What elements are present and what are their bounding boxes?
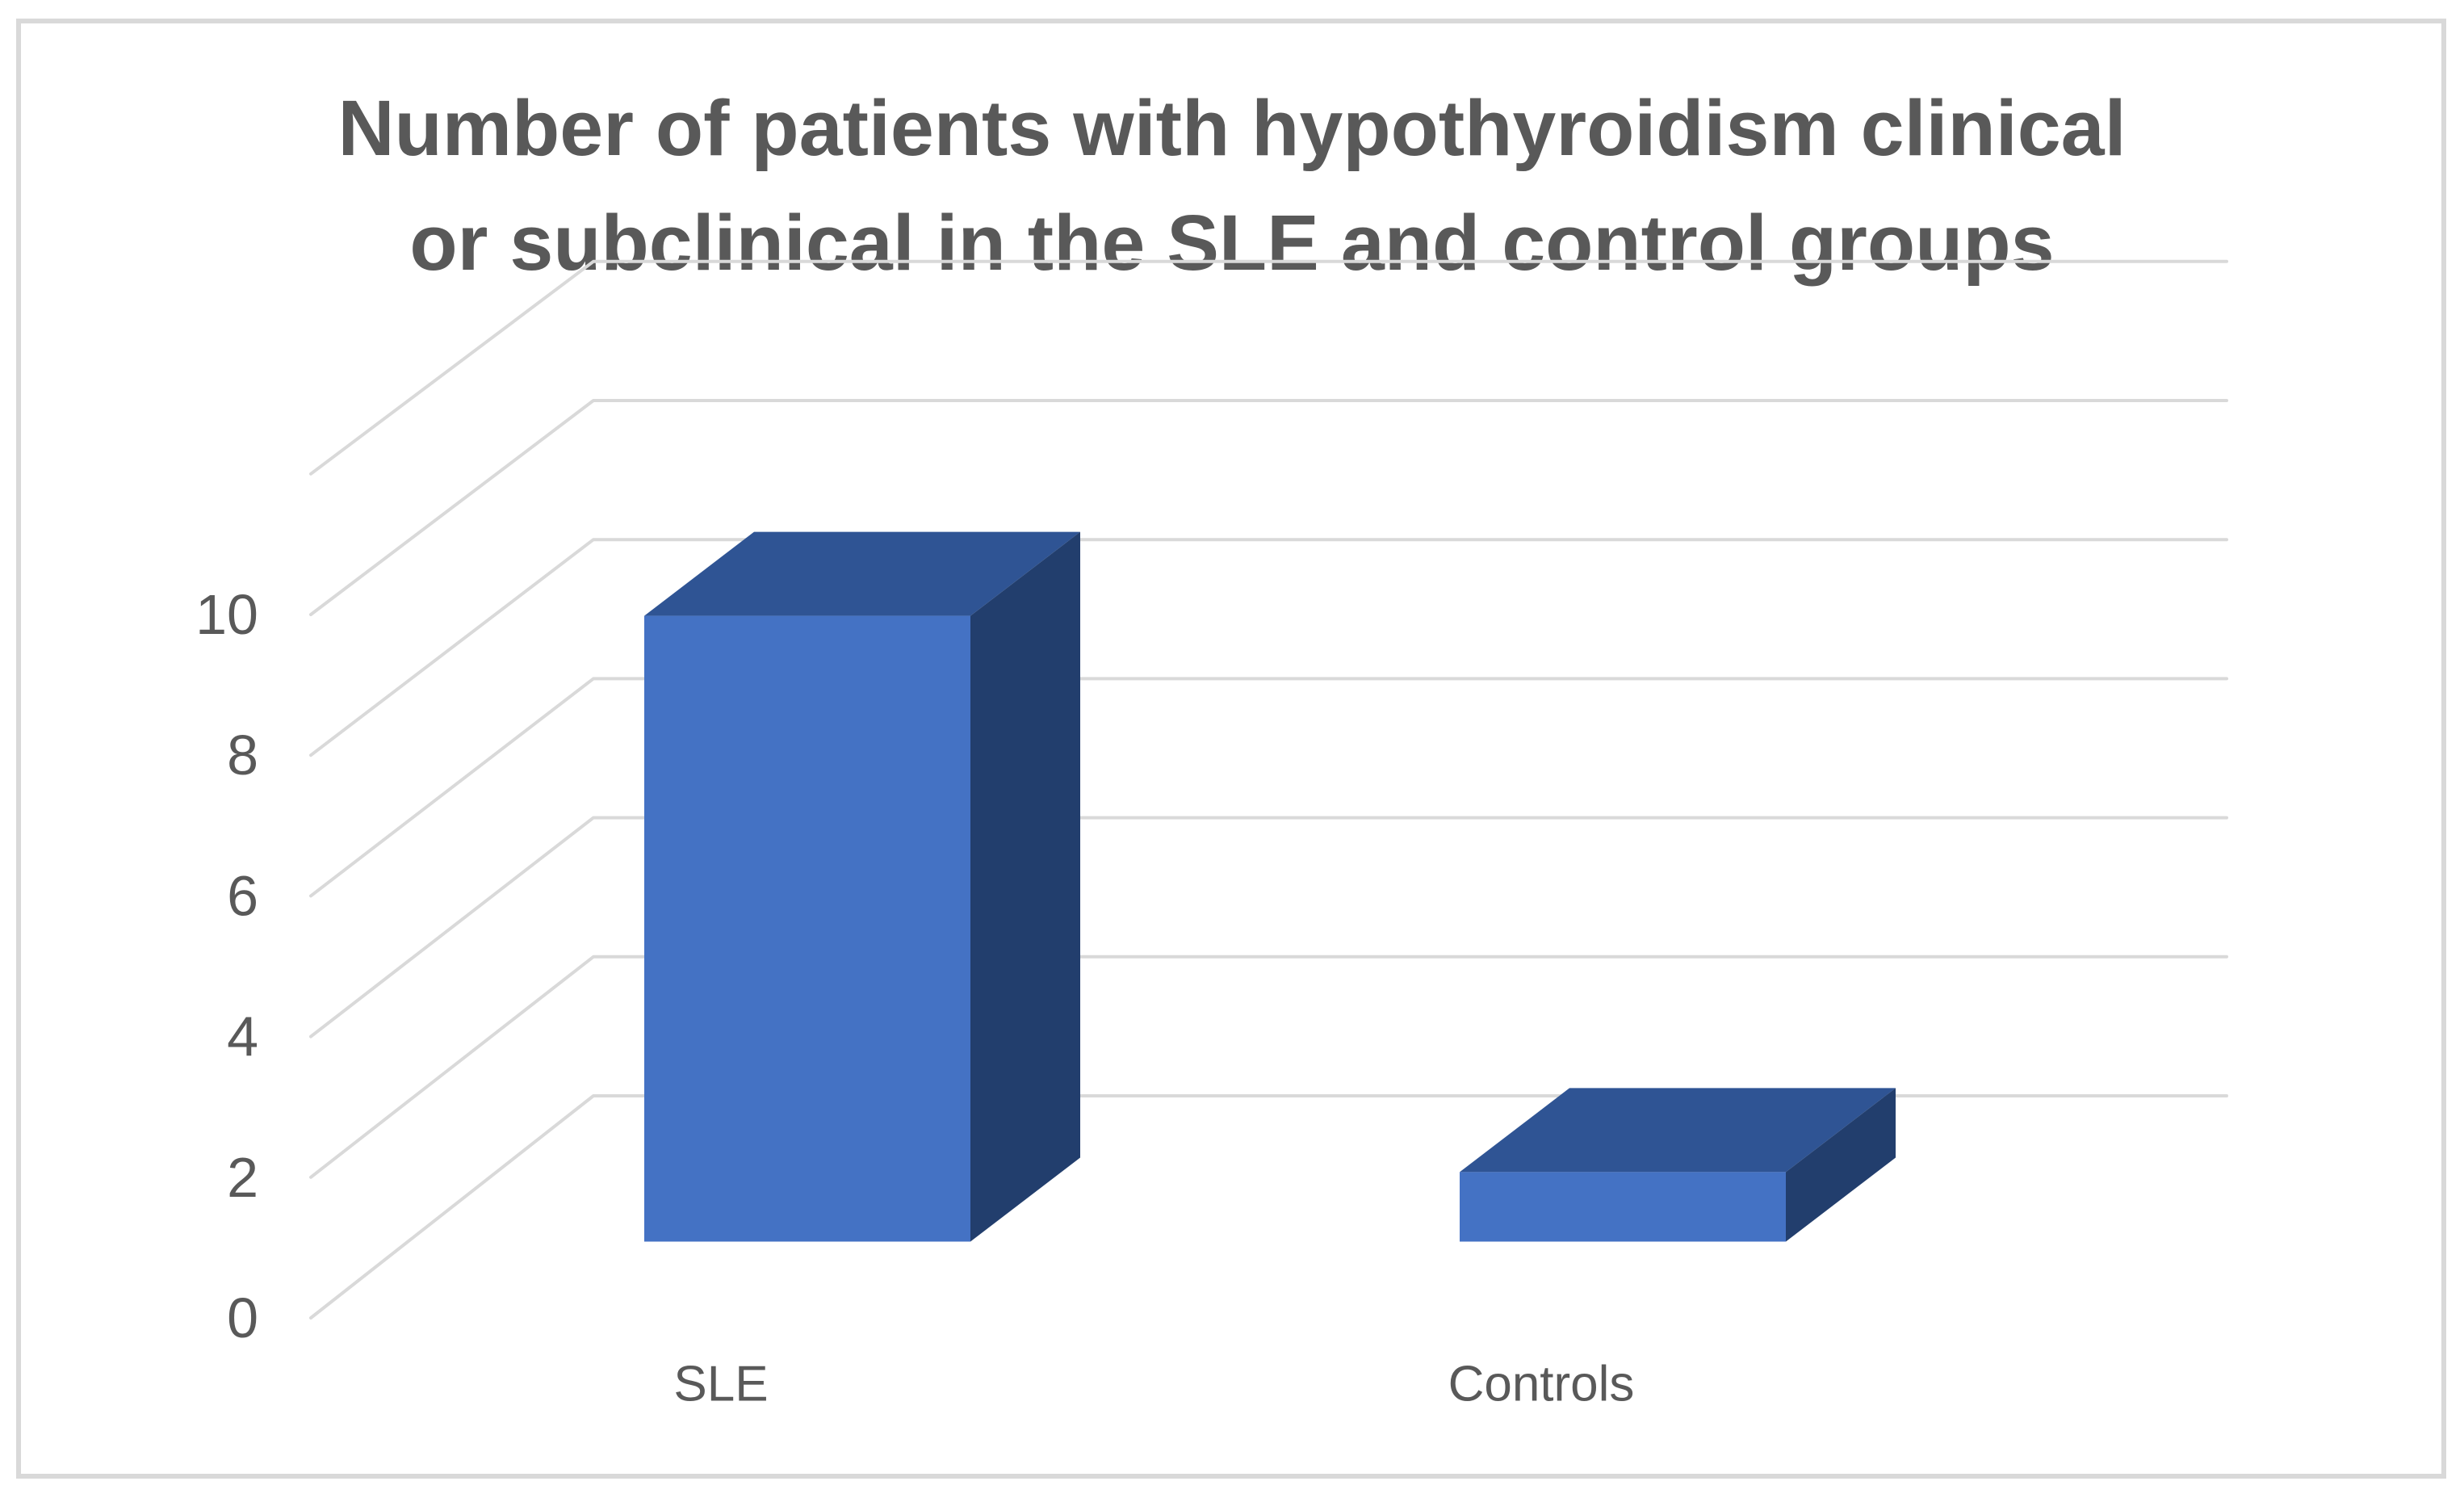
y-axis-tick-label: 2 [227,1146,258,1209]
bar-front-face [644,615,970,1242]
gridline-6 [309,677,2228,898]
bar-top-face [1460,1088,1896,1173]
gridline-8 [309,538,2228,757]
y-axis-tick-label: 6 [227,864,258,927]
y-axis-tick-label: 0 [227,1286,258,1349]
gridline-layer [309,259,2228,1320]
category-label-controls: Controls [1448,1357,1635,1412]
bar-side-face [1786,1088,1896,1242]
y-axis-tick-label: 8 [227,724,258,787]
bar-controls [1460,1088,1896,1242]
bar-top-face [644,531,1080,616]
bar-side-face [970,531,1080,1242]
gridline-10 [309,399,2228,616]
axis-label-layer: 0 2 4 6 8 10 SLE Controls [195,583,1634,1412]
gridline-4 [309,816,2228,1039]
category-label-sle: SLE [673,1357,768,1412]
chart-title: Number of patients with hypothyroidism c… [0,71,2464,300]
chart-title-line2: or subclinical in the SLE and control gr… [409,199,2055,287]
bar-front-face [1460,1172,1786,1242]
gridline-2 [309,955,2228,1179]
bar-layer [644,531,1896,1242]
y-axis-tick-label: 4 [227,1005,258,1068]
y-axis-tick-label: 10 [195,583,258,646]
gridline-0 [309,1094,2228,1320]
chart-title-line1: Number of patients with hypothyroidism c… [337,84,2127,172]
bar-sle [644,531,1080,1242]
gridline-12 [309,259,2228,476]
